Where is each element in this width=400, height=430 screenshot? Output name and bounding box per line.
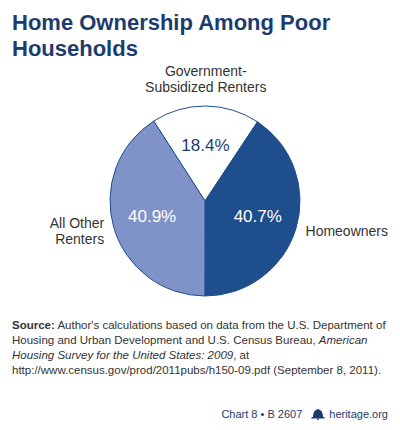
svg-text:40.9%: 40.9% [128, 207, 176, 226]
html-text:heritage.org: heritage.org [329, 407, 388, 420]
svg-text:Homeowners: Homeowners [306, 223, 388, 239]
svg-text:18.4%: 18.4% [181, 136, 229, 155]
html-text:Chart 8 • B 2607: Chart 8 • B 2607 [221, 407, 303, 420]
html-text:Home Ownership Among Poor Hous: Home Ownership Among Poor Households [12, 10, 331, 61]
svg-text:40.7%: 40.7% [234, 207, 282, 226]
svg-text:Government-Subsidized Renters: Government-Subsidized Renters [145, 63, 266, 95]
svg-text:All OtherRenters: All OtherRenters [50, 215, 105, 247]
html-text:Source: Author's calculations: Source: Author's calculations based on d… [12, 319, 386, 376]
